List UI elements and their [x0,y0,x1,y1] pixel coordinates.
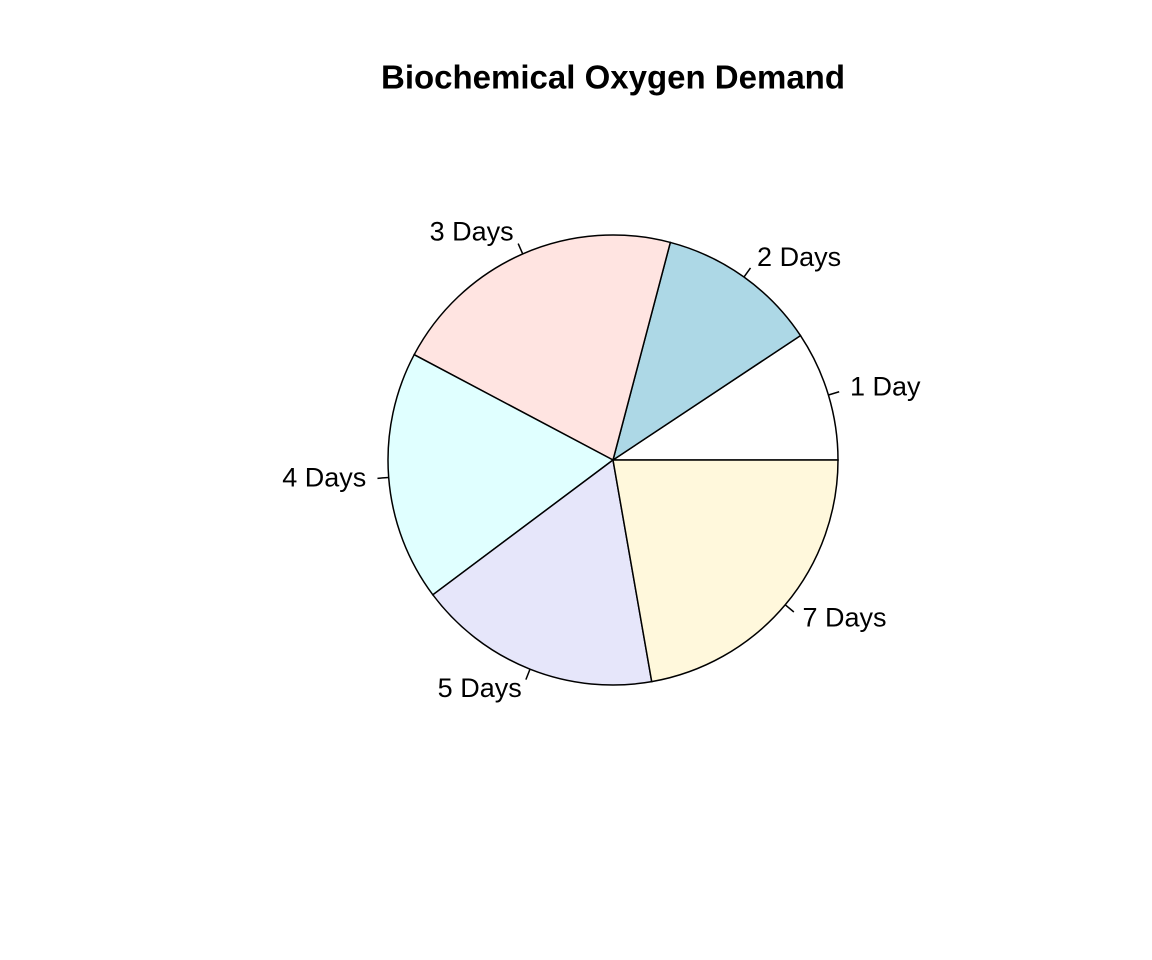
label-leader [525,668,531,680]
label-leader [377,476,389,480]
label-leader [828,391,840,396]
slice-label: 7 Days [802,602,886,632]
label-leader [743,267,752,278]
slice-label: 4 Days [282,462,366,492]
pie-slice [611,241,802,462]
slice-label: 5 Days [438,673,522,703]
slice-label: 2 Days [757,242,841,272]
slice-label: 3 Days [430,216,514,246]
label-leader [784,604,795,613]
chart-title: Biochemical Oxygen Demand [381,59,845,96]
label-leader [517,243,524,255]
pie-slice [413,234,672,462]
pie-slice [610,334,839,461]
slice-label: 1 Day [850,372,921,402]
pie-slice [387,353,615,596]
